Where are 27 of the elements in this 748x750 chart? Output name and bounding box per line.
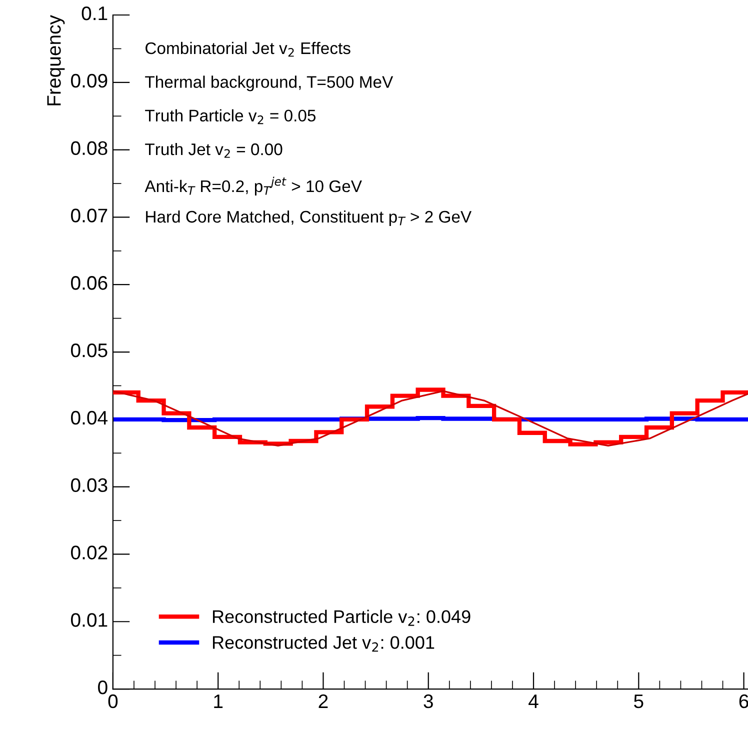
y-tick-label: 0 [98,680,108,694]
annotation: Truth Jet v$_{2}$ = 0.00 [145,142,282,158]
x-tick-label: 6 [739,694,748,708]
y-tick-label: 0.04 [71,410,108,425]
y-tick-label: 0.07 [71,208,108,222]
legend-label: Reconstructed Particle v$_{2}$: 0.049 [212,610,470,626]
x-tick-label: 3 [424,694,433,708]
x-tick-label: 1 [214,694,223,708]
x-tick-label: 5 [634,694,644,708]
y-axis-title: Frequency [47,15,65,106]
y-tick-label: 0.09 [71,74,108,88]
y-tick-label: 0.05 [71,343,108,358]
annotation: Truth Particle v$_{2}$ = 0.05 [145,109,316,124]
y-tick-label: 0.02 [71,546,108,560]
y-tick-label: 0.03 [71,478,108,492]
annotation: Hard Core Matched, Constituent p$_{T}$ > 2 GeV [146,210,472,226]
annotation: Combinatorial Jet v$_{2}$ Effects [146,42,350,57]
y-tick-label: 0.1 [82,6,108,20]
annotation: Anti-k$_{T}$ R=0.2, p$_{T}$$^{jet}$ > 10 GeV [144,176,362,196]
y-tick-label: 0.06 [71,276,108,290]
legend-label: Reconstructed Jet v$_{2}$: 0.001 [212,636,434,652]
annotation: Thermal background, T=500 MeV [145,76,394,92]
x-tick-label: 4 [528,694,538,708]
y-tick-label: 0.08 [71,141,108,156]
x-tick-label: 2 [318,694,328,708]
y-tick-label: 0.01 [71,613,108,627]
x-tick-label: 0 [108,694,118,708]
